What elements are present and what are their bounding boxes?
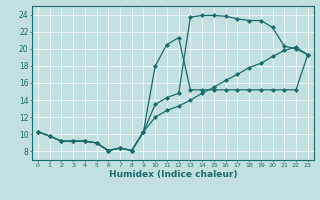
X-axis label: Humidex (Indice chaleur): Humidex (Indice chaleur) <box>108 170 237 179</box>
